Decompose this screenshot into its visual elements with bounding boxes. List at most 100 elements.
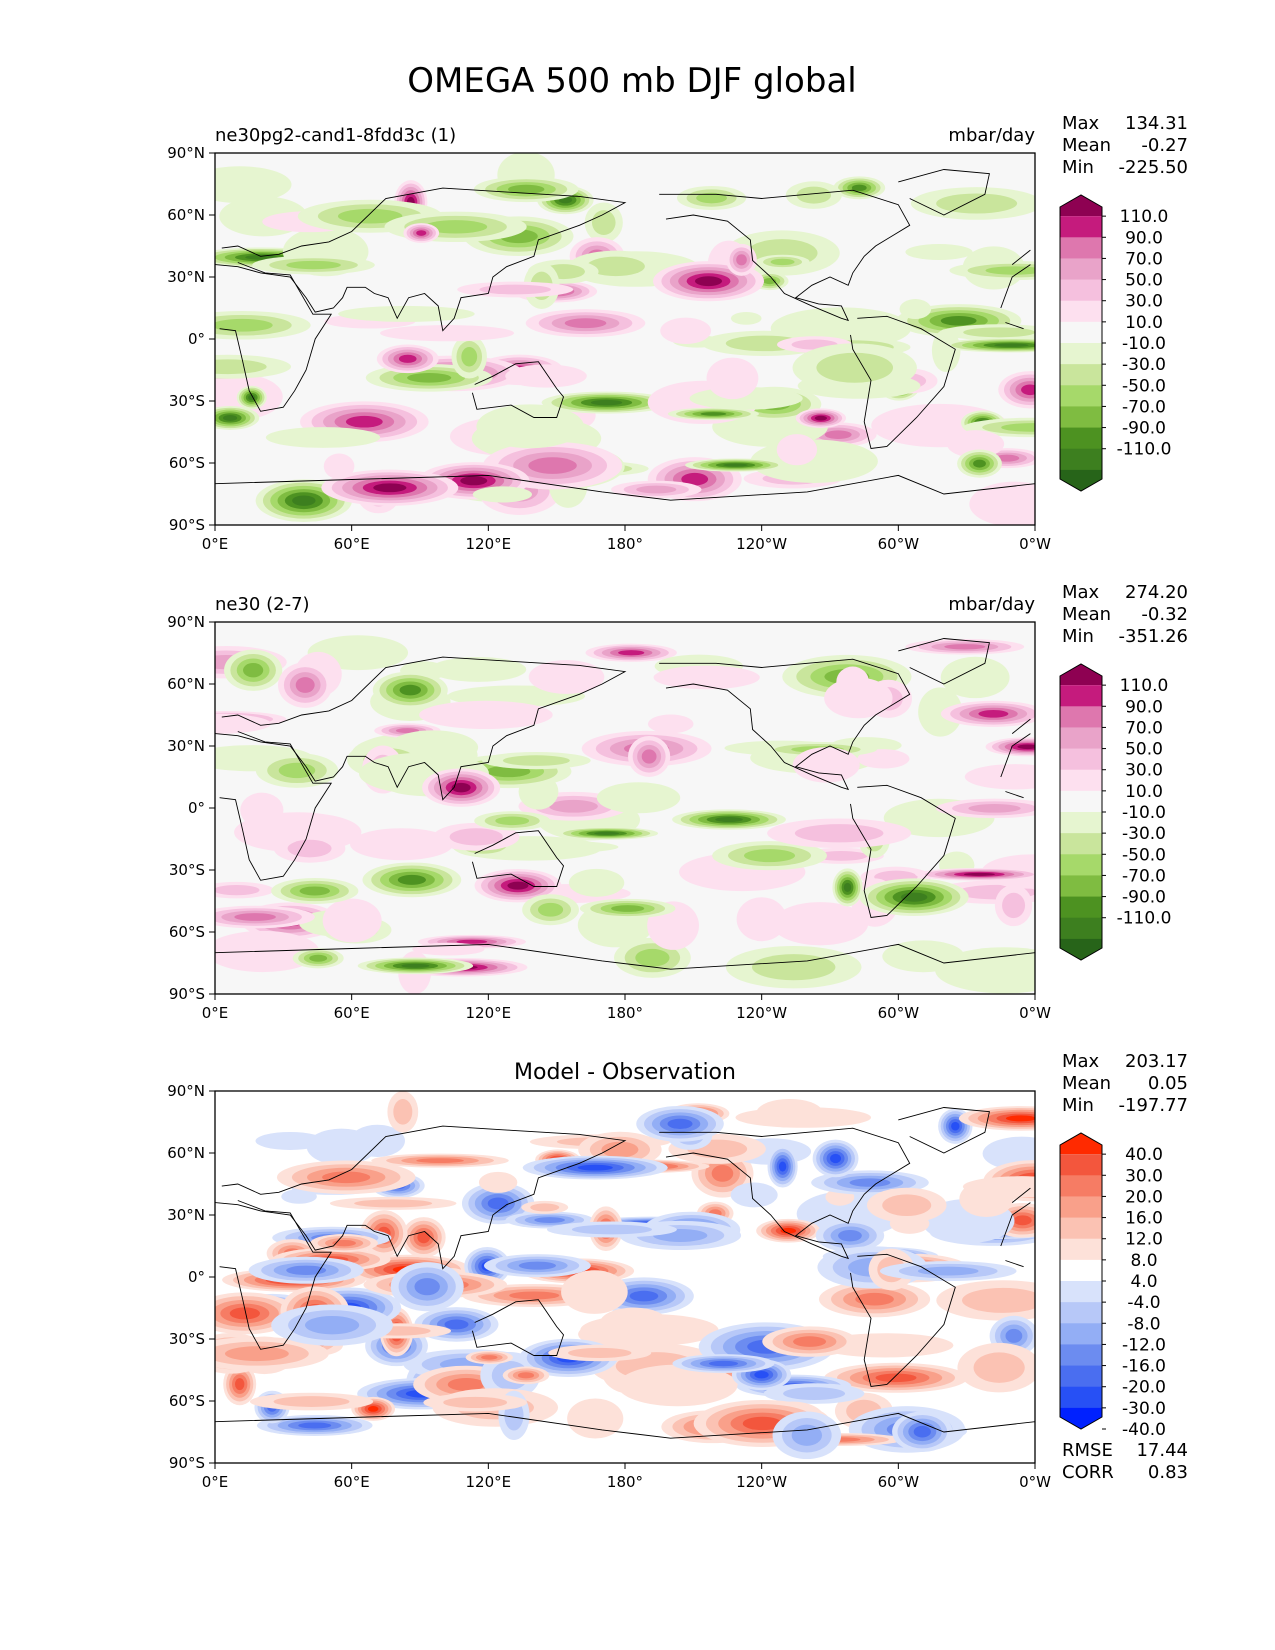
coastline xyxy=(659,189,911,322)
colorbar-band xyxy=(1060,790,1102,813)
colorbar-label: 50.0 xyxy=(1125,740,1163,760)
contour-blob xyxy=(399,684,421,696)
contour-blob xyxy=(824,677,893,719)
x-tick-label: 60°E xyxy=(334,535,370,553)
y-tick-label: 0° xyxy=(188,1268,205,1286)
stat-label: Mean xyxy=(1062,1073,1111,1094)
contour-blob xyxy=(414,1278,440,1296)
colorbar-label: -90.0 xyxy=(1122,888,1166,908)
contour-blob xyxy=(417,1231,430,1244)
x-tick-label: 60°W xyxy=(878,1004,920,1022)
x-tick-label: 120°E xyxy=(466,535,512,553)
colorbar-band xyxy=(1060,448,1102,471)
colorbar-band xyxy=(1060,727,1102,750)
coastline xyxy=(1000,264,1031,309)
contour-blob xyxy=(586,256,645,277)
contour-blob xyxy=(373,483,407,493)
coastlines xyxy=(215,169,1035,525)
colorbar-band xyxy=(1060,469,1102,491)
contour-blob xyxy=(978,710,1009,718)
colorbar-band xyxy=(1060,364,1102,386)
colorbar-band xyxy=(1060,938,1102,960)
colorbar-band xyxy=(1060,1407,1102,1429)
contour-blob xyxy=(401,963,430,968)
chart-panel-1: 0°E 60°E 120°E 180° 120°W 60°W 0°W 90°N 60°N 30°N… xyxy=(167,113,1188,553)
contour-blob xyxy=(723,463,748,467)
coastline xyxy=(850,1253,956,1387)
contour-blob xyxy=(772,902,869,946)
coastline xyxy=(659,1127,911,1260)
coastline xyxy=(215,1412,1035,1463)
contour-blob xyxy=(611,905,645,912)
contour-blob xyxy=(444,1319,469,1330)
colorbar-label: -50.0 xyxy=(1122,376,1166,396)
contour-blob xyxy=(708,1360,739,1367)
x-tick-label: 120°W xyxy=(736,1473,787,1491)
colorbar-band xyxy=(1060,1133,1102,1155)
stat-label: Min xyxy=(1062,626,1094,647)
contour-blob xyxy=(742,1416,783,1431)
metric-value: 0.83 xyxy=(1148,1462,1188,1483)
contour-blob xyxy=(963,872,995,876)
contour-blob xyxy=(1002,892,1026,919)
x-tick-label: 120°E xyxy=(466,1004,512,1022)
contour-blob xyxy=(395,728,419,734)
colorbar-band xyxy=(1060,833,1102,855)
colorbar-label: -20.0 xyxy=(1122,1378,1166,1398)
colorbar-band xyxy=(1060,195,1102,217)
coastline xyxy=(471,1299,565,1356)
colorbar-band xyxy=(1060,427,1102,450)
contour-blob xyxy=(964,764,1035,790)
contour-blob xyxy=(667,1118,693,1129)
colorbar-label: 30.0 xyxy=(1125,1166,1163,1186)
contour-blob xyxy=(528,660,605,694)
y-tick-label: 60°N xyxy=(167,206,205,224)
contour-blob xyxy=(780,1227,797,1234)
contour-blob xyxy=(443,1396,508,1409)
contour-blob xyxy=(419,700,553,730)
colorbar-label: -30.0 xyxy=(1122,1399,1166,1419)
colorbar-label: -30.0 xyxy=(1122,824,1166,844)
contour-blob xyxy=(430,657,527,682)
colorbar-band xyxy=(1060,300,1102,323)
stat-value: -0.32 xyxy=(1141,604,1188,625)
contour-blob xyxy=(814,415,827,421)
colorbar-outline xyxy=(1059,663,1103,961)
colorbar-label: 20.0 xyxy=(1125,1187,1163,1207)
contour-blob xyxy=(838,1229,862,1242)
colorbar-label: 110.0 xyxy=(1120,676,1169,696)
stat-value: 0.05 xyxy=(1148,1073,1188,1094)
stat-value: 203.17 xyxy=(1125,1051,1188,1072)
contour-blob xyxy=(322,898,382,943)
colorbar-band xyxy=(1060,685,1102,707)
contour-blob xyxy=(715,817,743,823)
x-tick-label: 0°W xyxy=(1019,1004,1051,1022)
colorbar: 110.090.070.050.030.010.0-10.0-30.0-50.0… xyxy=(1059,194,1171,492)
contour-blob xyxy=(857,749,910,769)
x-tick-label: 120°W xyxy=(736,1004,787,1022)
contour-blob xyxy=(681,472,709,486)
y-tick-label: 90°S xyxy=(169,985,205,1003)
coastline xyxy=(215,656,627,801)
contour-blob xyxy=(849,1178,891,1187)
contour-blob xyxy=(234,913,276,921)
coastline xyxy=(898,638,990,685)
contour-blob xyxy=(985,266,1035,275)
colorbar-label: -40.0 xyxy=(1122,1420,1166,1440)
contour-blob xyxy=(736,254,747,266)
y-tick-label: 30°S xyxy=(169,861,205,879)
colorbar-label: 70.0 xyxy=(1125,249,1163,269)
colorbar-band xyxy=(1060,343,1102,365)
coastline xyxy=(1011,249,1031,265)
y-tick-label: 60°S xyxy=(169,923,205,941)
stat-value: 134.31 xyxy=(1125,113,1188,134)
contour-blob xyxy=(487,1197,509,1210)
contour-blob xyxy=(706,357,759,400)
coastline xyxy=(215,474,1035,525)
contour-blob xyxy=(564,318,607,329)
contour-blob xyxy=(882,940,965,973)
x-tick-label: 120°E xyxy=(466,1473,512,1491)
contour-blob xyxy=(478,1171,518,1193)
units-label: mbar/day xyxy=(948,594,1035,615)
colorbar-band xyxy=(1060,1175,1102,1197)
